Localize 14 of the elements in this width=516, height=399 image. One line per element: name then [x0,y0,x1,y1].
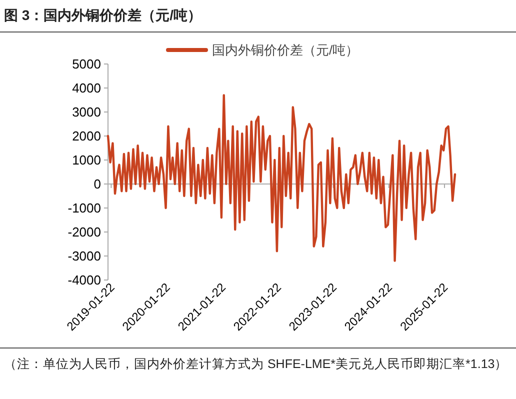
y-tick-label: -1000 [68,200,101,216]
text: （注：单位为人民币，国内外价差计算方式为 SHFE-LME*美元兑人民币即期汇率*1.13） [4,356,508,371]
y-tick-label: 4000 [72,80,101,96]
y-tick-label: -4000 [68,272,101,288]
chart-title: 图 3：国内外铜价价差（元/吨） [4,7,202,23]
y-tick-label: 0 [94,176,101,192]
y-tick-label: -3000 [68,248,101,264]
y-tick-label: 5000 [72,56,101,72]
y-tick-label: 3000 [72,104,101,120]
y-tick-label: 2000 [72,128,101,144]
legend-label: 国内外铜价价差（元/吨） [212,42,359,58]
line-series [106,94,456,262]
y-tick-label: 1000 [72,152,101,168]
y-tick-label: -2000 [68,224,101,240]
